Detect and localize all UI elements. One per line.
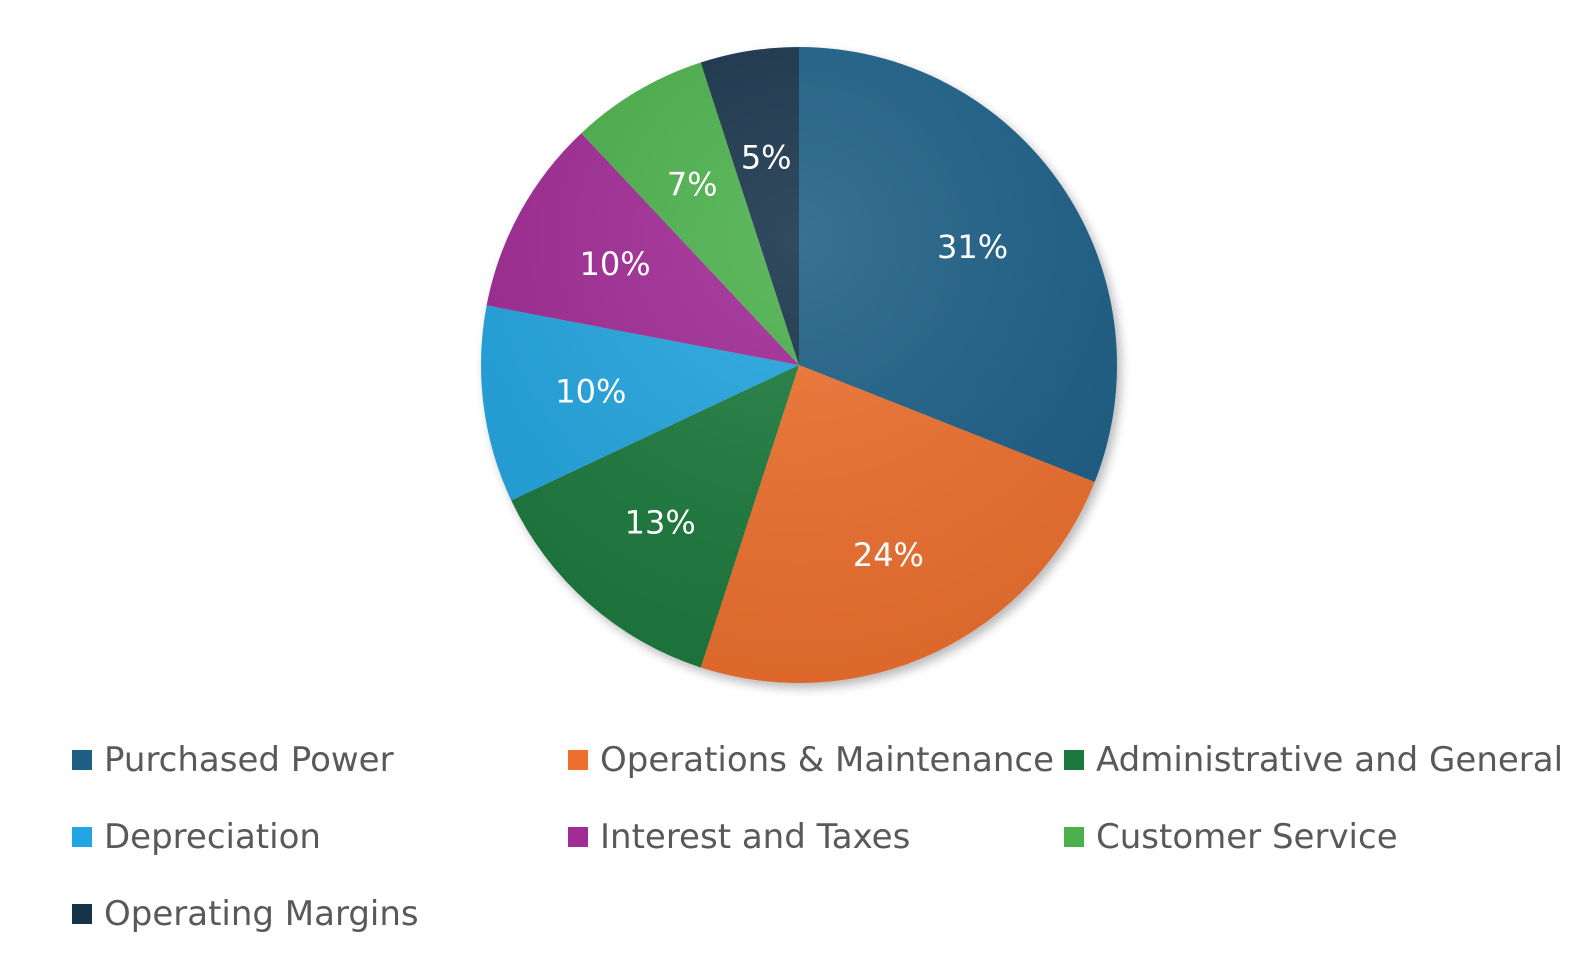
legend-swatch	[72, 750, 92, 770]
legend-item: Operations & Maintenance	[568, 740, 1054, 780]
data-label: 5%	[741, 139, 792, 177]
legend-label: Purchased Power	[104, 740, 394, 780]
legend-swatch	[72, 827, 92, 847]
legend-item: Operating Margins	[72, 894, 419, 934]
legend-item: Interest and Taxes	[568, 817, 910, 857]
legend: Purchased Power Operations & Maintenance A…	[72, 740, 1563, 960]
legend-item: Purchased Power	[72, 740, 394, 780]
legend-label: Operations & Maintenance	[600, 740, 1055, 780]
legend-label: Customer Service	[1096, 817, 1398, 857]
legend-item: Customer Service	[1064, 817, 1398, 857]
legend-label: Interest and Taxes	[600, 817, 911, 857]
legend-label: Operating Margins	[104, 894, 419, 934]
legend-label: Depreciation	[104, 817, 321, 857]
legend-label: Administrative and General	[1096, 740, 1564, 780]
data-label: 13%	[625, 503, 696, 541]
data-label: 24%	[853, 536, 924, 574]
data-label: 10%	[580, 245, 651, 283]
legend-item: Depreciation	[72, 817, 321, 857]
legend-item: Administrative and General	[1064, 740, 1563, 780]
legend-swatch	[72, 904, 92, 924]
legend-swatch	[1064, 750, 1084, 770]
legend-swatch	[1064, 827, 1084, 847]
data-label: 10%	[555, 372, 626, 410]
data-label: 7%	[667, 165, 718, 203]
data-label: 31%	[937, 228, 1008, 266]
legend-swatch	[568, 750, 588, 770]
legend-swatch	[568, 827, 588, 847]
